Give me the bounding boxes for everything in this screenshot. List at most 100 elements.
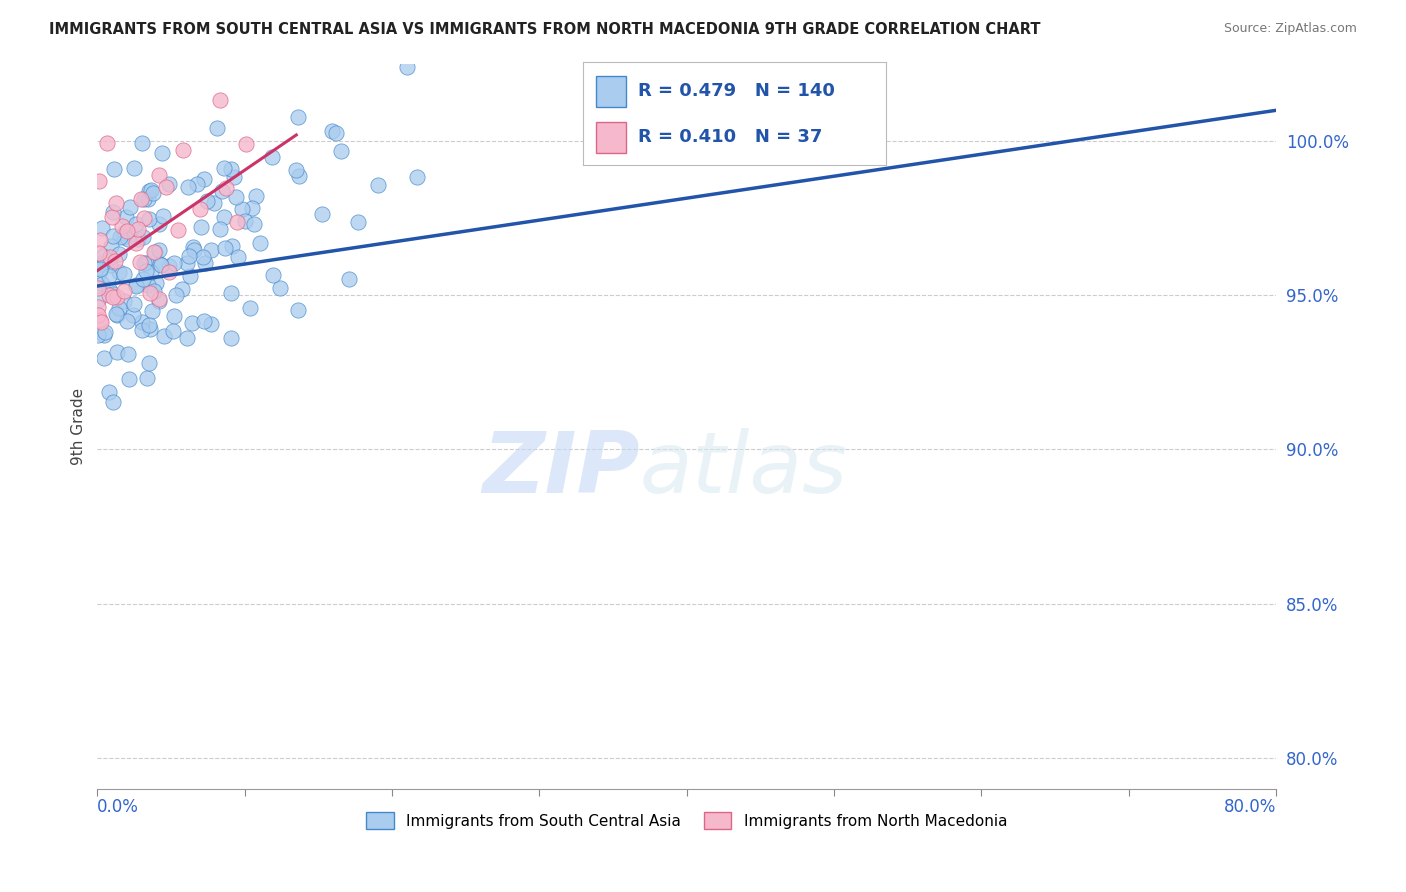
Point (194, 255, 217, 269)
Point (93, 249, 115, 263)
Point (221, 239, 243, 253)
Point (153, 328, 176, 343)
Point (225, 215, 247, 229)
Point (141, 304, 163, 318)
Point (89, 233, 111, 247)
Point (186, 177, 208, 191)
Point (112, 230, 135, 244)
Point (108, 230, 131, 244)
Point (243, 217, 266, 231)
Point (321, 124, 343, 138)
Point (97, 282, 120, 296)
Point (163, 256, 186, 270)
Point (211, 184, 233, 198)
Point (142, 186, 165, 201)
Point (215, 181, 238, 195)
Point (347, 214, 370, 228)
Point (90, 260, 112, 275)
Point (89, 267, 111, 281)
Point (108, 301, 131, 315)
Point (214, 241, 236, 255)
Point (135, 256, 157, 270)
Point (148, 169, 170, 183)
Point (132, 230, 155, 244)
Point (157, 265, 180, 279)
Point (262, 151, 284, 165)
Point (87, 280, 110, 294)
Point (170, 282, 193, 296)
Point (134, 256, 156, 270)
Point (127, 222, 149, 236)
Point (121, 309, 143, 323)
Point (139, 322, 162, 336)
Point (87, 245, 110, 260)
Point (101, 395, 124, 409)
Point (104, 307, 127, 321)
Point (145, 245, 167, 260)
Point (131, 136, 153, 151)
Point (98, 385, 121, 400)
Point (90, 315, 112, 329)
Point (202, 196, 225, 211)
Point (131, 193, 153, 207)
Point (87, 293, 110, 307)
Point (138, 356, 160, 370)
Point (193, 172, 215, 186)
Point (89, 261, 111, 276)
Point (104, 253, 127, 268)
Point (139, 285, 162, 300)
Point (157, 177, 180, 191)
Point (150, 259, 173, 273)
Point (124, 297, 146, 311)
Point (101, 286, 124, 301)
Point (90, 220, 112, 235)
Point (98, 268, 121, 283)
Point (180, 316, 202, 330)
Text: 80.0%: 80.0% (1223, 797, 1277, 816)
Point (219, 162, 242, 177)
Text: atlas: atlas (640, 428, 848, 511)
Point (245, 188, 267, 202)
Point (139, 183, 162, 197)
Point (205, 120, 228, 135)
Point (87, 308, 110, 322)
Point (91, 256, 114, 270)
Point (136, 370, 159, 384)
Point (118, 372, 141, 386)
Point (122, 161, 145, 175)
Point (287, 302, 309, 317)
Point (284, 163, 307, 178)
Point (87, 328, 110, 343)
Point (219, 285, 242, 300)
Point (176, 180, 198, 194)
Point (176, 256, 198, 270)
Point (311, 207, 333, 221)
Point (136, 192, 159, 206)
Point (325, 126, 347, 140)
Point (117, 314, 139, 328)
Text: ZIP: ZIP (482, 428, 640, 511)
Text: IMMIGRANTS FROM SOUTH CENTRAL ASIA VS IMMIGRANTS FROM NORTH MACEDONIA 9TH GRADE : IMMIGRANTS FROM SOUTH CENTRAL ASIA VS IM… (49, 22, 1040, 37)
Y-axis label: 9th Grade: 9th Grade (72, 388, 86, 465)
Point (128, 255, 150, 269)
Point (98, 250, 121, 264)
Point (177, 248, 200, 262)
Point (209, 93, 232, 107)
Point (91, 277, 114, 291)
Point (179, 268, 201, 283)
Point (127, 232, 149, 246)
Point (165, 287, 187, 301)
Point (138, 212, 160, 227)
Text: Source: ZipAtlas.com: Source: ZipAtlas.com (1223, 22, 1357, 36)
Point (212, 161, 235, 175)
Point (181, 240, 204, 254)
Point (226, 250, 249, 264)
Point (101, 210, 124, 224)
Point (138, 185, 160, 199)
Point (143, 244, 166, 259)
Point (152, 209, 174, 223)
Point (145, 277, 167, 291)
Point (195, 194, 218, 208)
Point (131, 323, 153, 337)
Point (396, 60, 419, 74)
